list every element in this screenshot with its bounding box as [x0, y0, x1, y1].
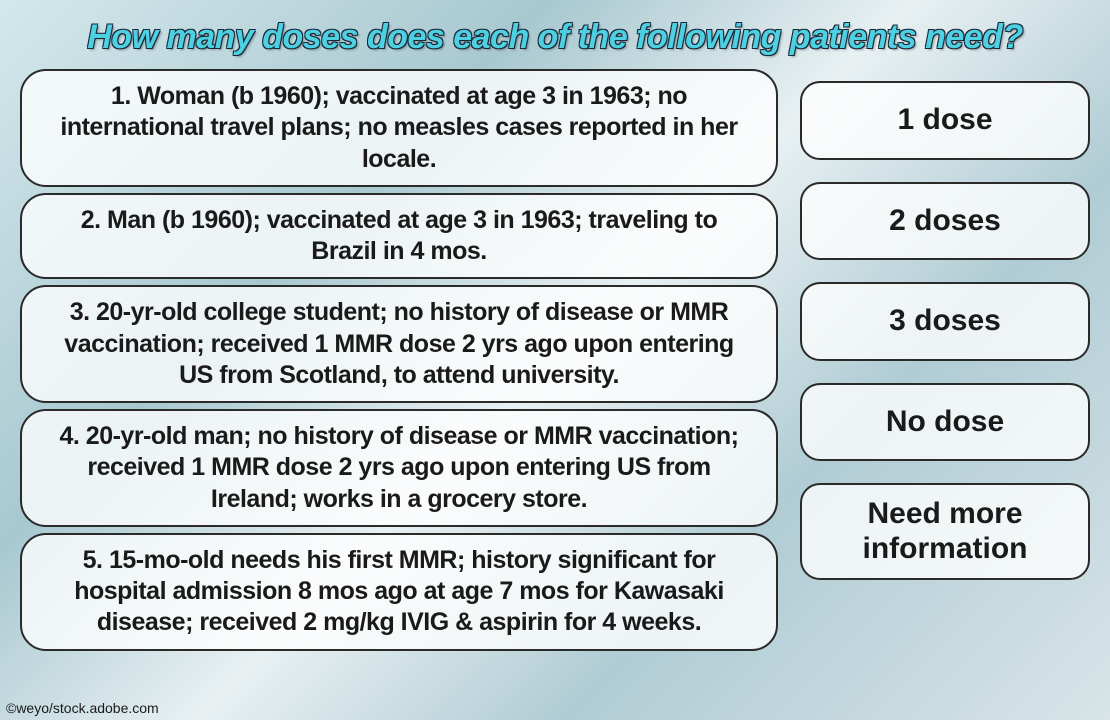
- answer-option[interactable]: Need more information: [800, 483, 1090, 580]
- answer-option[interactable]: No dose: [800, 383, 1090, 462]
- image-credit: ©weyo/stock.adobe.com: [6, 700, 159, 716]
- questions-column: 1. Woman (b 1960); vaccinated at age 3 i…: [20, 69, 778, 712]
- slide-title: How many doses does each of the followin…: [20, 18, 1090, 57]
- slide-container: How many doses does each of the followin…: [0, 0, 1110, 720]
- answer-option[interactable]: 2 doses: [800, 182, 1090, 261]
- answers-column: 1 dose 2 doses 3 doses No dose Need more…: [800, 69, 1090, 712]
- question-box: 2. Man (b 1960); vaccinated at age 3 in …: [20, 193, 778, 280]
- answer-option[interactable]: 3 doses: [800, 282, 1090, 361]
- question-box: 5. 15-mo-old needs his first MMR; histor…: [20, 533, 778, 651]
- question-box: 3. 20-yr-old college student; no history…: [20, 285, 778, 403]
- answer-option[interactable]: 1 dose: [800, 81, 1090, 160]
- question-box: 1. Woman (b 1960); vaccinated at age 3 i…: [20, 69, 778, 187]
- question-box: 4. 20-yr-old man; no history of disease …: [20, 409, 778, 527]
- content-row: 1. Woman (b 1960); vaccinated at age 3 i…: [20, 69, 1090, 712]
